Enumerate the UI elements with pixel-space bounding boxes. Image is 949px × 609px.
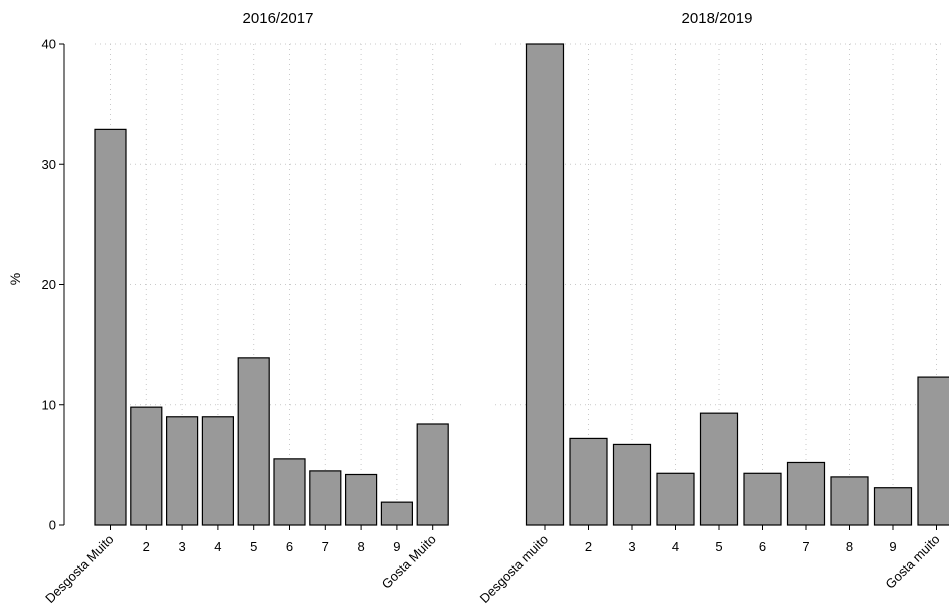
bar: [237, 357, 270, 526]
x-tick-label: 2: [585, 539, 592, 554]
chart-title: 2016/2017: [243, 10, 314, 27]
x-tick-label: 8: [846, 539, 853, 554]
x-tick-label: 7: [322, 539, 329, 554]
bar: [612, 443, 652, 526]
chart-title: 2018/2019: [682, 10, 753, 27]
bar: [525, 43, 565, 526]
x-tick-label: 9: [393, 539, 400, 554]
y-tick-label: 30: [42, 157, 56, 172]
bar: [743, 472, 782, 526]
y-axis: 0 10 20 30 40: [42, 37, 65, 533]
x-tick-label: 5: [715, 539, 722, 554]
x-tick-label: 9: [889, 539, 896, 554]
bar: [201, 416, 234, 526]
x-tick-label: 6: [286, 539, 293, 554]
x-tick-label: Desgosta Muito: [42, 532, 116, 606]
bars: [525, 43, 949, 526]
x-tick-label: Gosta Muito: [379, 532, 439, 592]
x-tick-label: 8: [357, 539, 364, 554]
bar: [917, 376, 949, 526]
bars: [94, 128, 449, 526]
x-tick-label: 3: [628, 539, 635, 554]
bar: [273, 458, 306, 526]
y-tick-label: 10: [42, 397, 56, 412]
x-tick-label: 4: [672, 539, 679, 554]
bar: [656, 472, 695, 526]
x-tick-label: 6: [759, 539, 766, 554]
bar: [94, 128, 127, 526]
x-tick-label: 7: [802, 539, 809, 554]
x-tick-label: 5: [250, 539, 257, 554]
bar: [130, 406, 163, 526]
chart-panel-2016-2017: 2016/2017 0 10 20 30 40 Desgosta Muito 2 3 4 5 6 7…: [42, 10, 462, 606]
y-tick-label: 40: [42, 37, 56, 52]
bar: [569, 437, 608, 526]
bar: [830, 476, 869, 526]
bar: [166, 416, 199, 526]
y-axis-label: %: [7, 273, 23, 285]
bar: [416, 423, 449, 526]
bar: [345, 473, 378, 526]
bar: [699, 412, 739, 526]
y-tick-label: 0: [49, 518, 56, 533]
x-tick-label: 2: [143, 539, 150, 554]
y-tick-label: 20: [42, 277, 56, 292]
bar: [380, 501, 413, 526]
x-tick-label: 4: [214, 539, 221, 554]
bar: [786, 461, 826, 526]
x-tick-label: Desgosta muito: [477, 532, 551, 606]
bar: [873, 487, 913, 526]
bar: [309, 470, 342, 526]
x-tick-label: 3: [178, 539, 185, 554]
